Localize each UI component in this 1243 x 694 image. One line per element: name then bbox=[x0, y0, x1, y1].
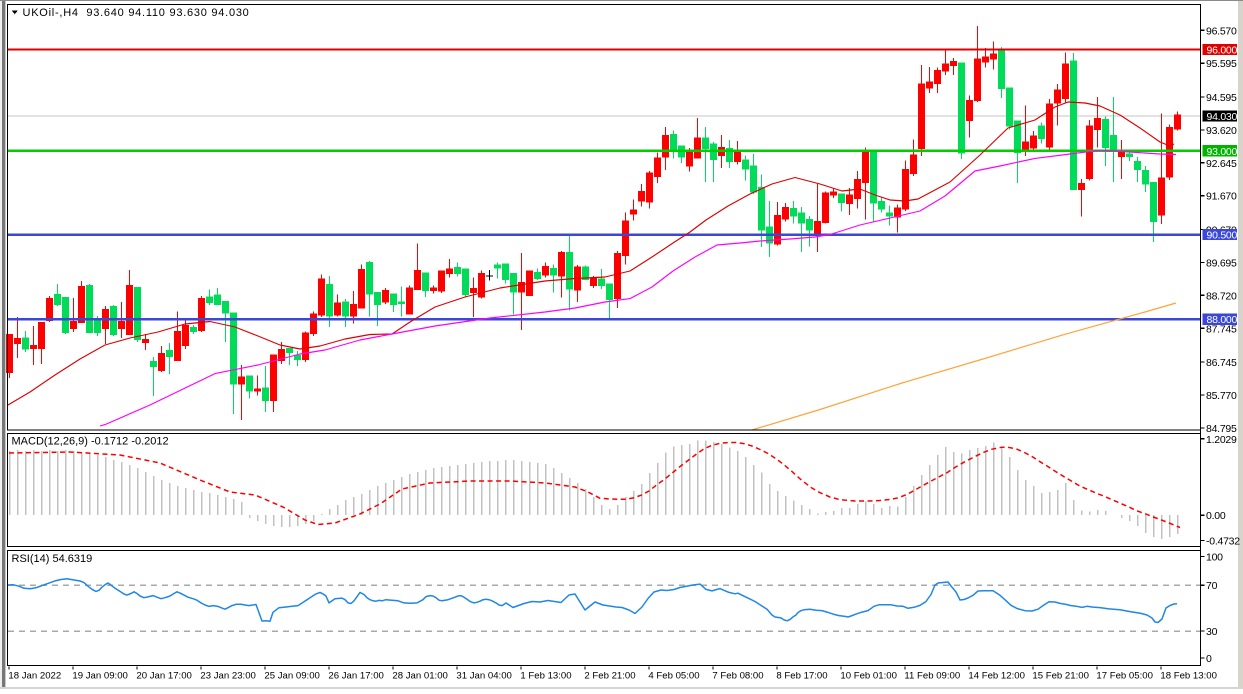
svg-text:18 Feb 13:00: 18 Feb 13:00 bbox=[1160, 671, 1217, 682]
svg-text:17 Feb 05:00: 17 Feb 05:00 bbox=[1096, 671, 1153, 682]
svg-text:30: 30 bbox=[1206, 626, 1218, 638]
svg-text:-0.4732: -0.4732 bbox=[1206, 536, 1240, 548]
svg-text:31 Jan 04:00: 31 Jan 04:00 bbox=[456, 671, 511, 682]
svg-text:26 Jan 17:00: 26 Jan 17:00 bbox=[328, 671, 383, 682]
svg-text:25 Jan 09:00: 25 Jan 09:00 bbox=[264, 671, 319, 682]
svg-text:14 Feb 12:00: 14 Feb 12:00 bbox=[968, 671, 1025, 682]
svg-text:15 Feb 21:00: 15 Feb 21:00 bbox=[1032, 671, 1089, 682]
svg-text:4 Feb 05:00: 4 Feb 05:00 bbox=[648, 671, 699, 682]
svg-text:96.000: 96.000 bbox=[1207, 45, 1238, 57]
svg-text:7 Feb 08:00: 7 Feb 08:00 bbox=[712, 671, 763, 682]
svg-text:18 Jan 2022: 18 Jan 2022 bbox=[8, 671, 61, 682]
svg-text:RSI(14) 54.6319: RSI(14) 54.6319 bbox=[12, 553, 93, 565]
svg-text:0: 0 bbox=[1206, 653, 1212, 665]
svg-text:23 Jan 23:00: 23 Jan 23:00 bbox=[200, 671, 255, 682]
svg-text:84.795: 84.795 bbox=[1206, 423, 1237, 435]
svg-text:8 Feb 17:00: 8 Feb 17:00 bbox=[776, 671, 827, 682]
svg-text:93.000: 93.000 bbox=[1207, 146, 1238, 158]
svg-text:94.030: 94.030 bbox=[1207, 111, 1238, 123]
svg-text:92.645: 92.645 bbox=[1206, 158, 1237, 170]
svg-text:UKOil-,H4 93.640 94.110 93.63: UKOil-,H4 93.640 94.110 93.630 94.030 bbox=[23, 7, 250, 19]
svg-text:95.595: 95.595 bbox=[1206, 58, 1237, 70]
svg-text:88.720: 88.720 bbox=[1206, 290, 1237, 302]
svg-text:88.000: 88.000 bbox=[1207, 314, 1238, 326]
svg-text:86.745: 86.745 bbox=[1206, 357, 1237, 369]
svg-text:MACD(12,26,9) -0.1712 -0.2012: MACD(12,26,9) -0.1712 -0.2012 bbox=[12, 436, 169, 448]
svg-text:10 Feb 01:00: 10 Feb 01:00 bbox=[840, 671, 897, 682]
svg-text:93.620: 93.620 bbox=[1206, 125, 1237, 137]
svg-text:1.2029: 1.2029 bbox=[1206, 434, 1237, 446]
svg-text:19 Jan 09:00: 19 Jan 09:00 bbox=[72, 671, 127, 682]
svg-text:90.500: 90.500 bbox=[1207, 230, 1238, 242]
svg-text:2 Feb 21:00: 2 Feb 21:00 bbox=[584, 671, 635, 682]
svg-text:1 Feb 13:00: 1 Feb 13:00 bbox=[520, 671, 571, 682]
svg-text:20 Jan 17:00: 20 Jan 17:00 bbox=[136, 671, 191, 682]
svg-text:0.00: 0.00 bbox=[1206, 510, 1226, 522]
svg-text:100: 100 bbox=[1206, 552, 1223, 564]
svg-text:96.570: 96.570 bbox=[1206, 25, 1237, 37]
svg-text:91.670: 91.670 bbox=[1206, 191, 1237, 203]
svg-text:89.695: 89.695 bbox=[1206, 257, 1237, 269]
svg-text:85.770: 85.770 bbox=[1206, 390, 1237, 402]
svg-text:87.745: 87.745 bbox=[1206, 323, 1237, 335]
svg-text:11 Feb 09:00: 11 Feb 09:00 bbox=[904, 671, 960, 682]
svg-text:70: 70 bbox=[1206, 580, 1218, 592]
svg-text:28 Jan 01:00: 28 Jan 01:00 bbox=[392, 671, 447, 682]
svg-text:94.595: 94.595 bbox=[1206, 92, 1237, 104]
